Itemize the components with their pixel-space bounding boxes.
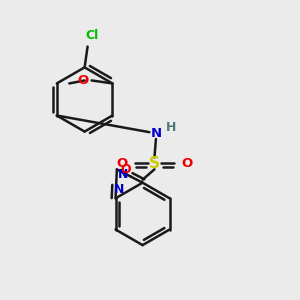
Text: O: O [77, 74, 88, 87]
Text: Cl: Cl [85, 29, 99, 42]
Text: N: N [114, 183, 124, 196]
Text: O: O [181, 157, 193, 170]
Text: N: N [118, 168, 128, 181]
Text: O: O [121, 163, 131, 176]
Text: H: H [166, 121, 176, 134]
Text: S: S [149, 156, 160, 171]
Text: N: N [150, 127, 161, 140]
Text: O: O [116, 157, 128, 170]
